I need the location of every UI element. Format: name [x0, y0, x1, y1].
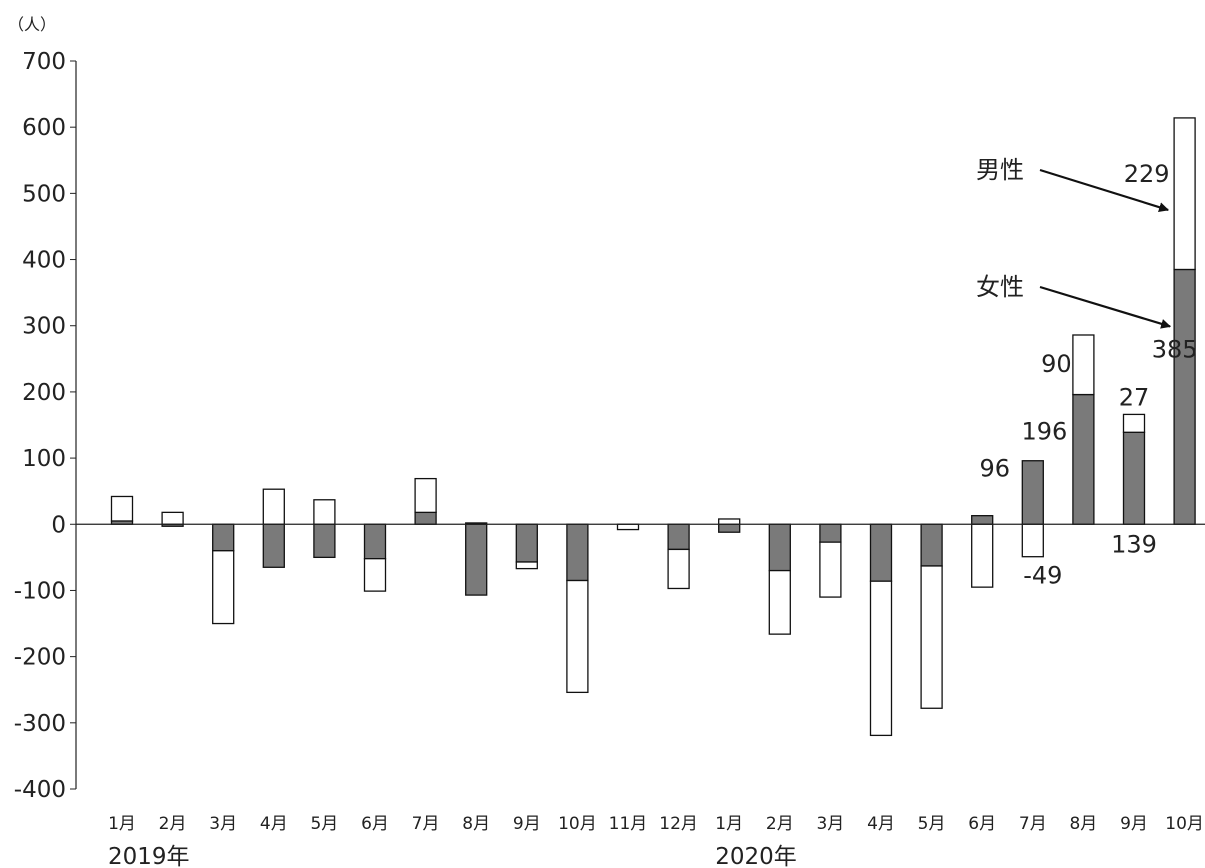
bar-female: [869, 523, 893, 582]
bar-female: [313, 523, 336, 559]
x-tick-label: 8月: [462, 814, 490, 834]
bar-female: [363, 523, 387, 560]
bar-male: [110, 495, 134, 522]
data-label: 139: [1111, 530, 1157, 558]
x-tick-label: 9月: [513, 814, 541, 834]
bar-male: [566, 579, 589, 694]
x-tick-label: 2月: [766, 814, 794, 834]
year-labels: 2019年 2020年: [108, 844, 797, 868]
x-tick-label: 12月: [659, 814, 698, 834]
data-label: 27: [1119, 383, 1150, 411]
bar-male: [1122, 413, 1146, 433]
x-tick-label: 7月: [1019, 814, 1047, 834]
y-tick-label: 400: [22, 248, 66, 274]
x-tick-label: 3月: [209, 814, 237, 834]
bar-female: [262, 523, 285, 568]
bar-female: [971, 515, 994, 525]
bar-male: [971, 523, 994, 588]
data-label: -49: [1023, 562, 1062, 590]
bar-female: [1021, 460, 1044, 525]
y-tick-label: 300: [22, 314, 66, 340]
bar-female: [718, 523, 741, 533]
bar-male: [768, 569, 791, 635]
bar-female: [920, 523, 943, 567]
annotation-label: 女性: [976, 273, 1024, 301]
x-tick-label: 4月: [260, 814, 288, 834]
x-tick-label: 2月: [159, 814, 187, 834]
x-tick-label: 6月: [361, 814, 389, 834]
bar-female: [819, 523, 842, 543]
bar-female: [414, 511, 437, 525]
data-label: 229: [1124, 160, 1170, 188]
y-tick-label: 200: [22, 380, 66, 406]
y-tick-label: -300: [14, 711, 66, 737]
bar-male: [313, 499, 336, 525]
bar-female: [566, 523, 589, 582]
y-tick-label: 100: [22, 446, 66, 472]
y-tick-label: 500: [22, 181, 66, 207]
data-label: 196: [1021, 418, 1067, 446]
x-tick-label: 7月: [412, 814, 440, 834]
bar-female: [465, 523, 488, 596]
x-tick-label: 10月: [1165, 814, 1204, 834]
year-label: 2019年: [108, 844, 190, 868]
bar-male: [212, 550, 235, 625]
bar-male: [667, 548, 690, 590]
y-tick-label: -200: [14, 645, 66, 671]
x-tick-label: 5月: [310, 814, 338, 834]
data-label: 385: [1152, 335, 1198, 363]
bar-female: [768, 523, 791, 572]
data-label: 96: [980, 455, 1011, 483]
x-tick-label: 3月: [816, 814, 844, 834]
annotation-arrow: [1039, 168, 1170, 213]
y-tick-label: -400: [14, 777, 66, 803]
bar-female: [1072, 393, 1095, 525]
data-label: 90: [1041, 350, 1072, 378]
bar-series: [110, 117, 1196, 737]
bar-male: [161, 511, 184, 525]
x-tick-label: 11月: [609, 814, 648, 834]
y-tick-label: 0: [51, 512, 66, 538]
x-tick-label: 9月: [1120, 814, 1148, 834]
y-axis: 700 600 500 400 300 200 100 0 -100 -200 -300 -400: [14, 49, 76, 803]
bar-male: [819, 541, 842, 598]
x-tick-label: 8月: [1069, 814, 1097, 834]
bar-male: [363, 558, 387, 592]
bar-female: [212, 523, 235, 552]
x-tick-label: 6月: [968, 814, 996, 834]
bar-male: [1173, 117, 1196, 271]
y-tick-label: 600: [22, 115, 66, 141]
x-tick-label: 10月: [558, 814, 597, 834]
bar-male: [262, 488, 285, 525]
bar-male: [920, 565, 943, 709]
annotation-label: 男性: [976, 156, 1024, 184]
bar-male: [869, 580, 893, 737]
x-tick-label: 4月: [867, 814, 895, 834]
year-label: 2020年: [715, 844, 797, 868]
x-tick-label: 5月: [918, 814, 946, 834]
x-axis: 1月 2月 3月 4月 5月 6月 7月 8月 9月 10月 11月 12月 1月 2月 3月 4月 5月 6月 7…: [108, 814, 1204, 834]
bar-male: [616, 523, 640, 531]
bar-female: [1122, 431, 1146, 525]
y-tick-label: -100: [14, 578, 66, 604]
bar-female: [667, 523, 690, 551]
y-unit-label: （人）: [8, 15, 56, 34]
bar-male: [1072, 334, 1095, 396]
bar-female: [1173, 268, 1196, 525]
bar-male: [718, 518, 741, 525]
x-tick-label: 1月: [715, 814, 743, 834]
bar-male: [1021, 523, 1044, 558]
annotation-arrow: [1039, 285, 1172, 329]
y-tick-label: 700: [22, 49, 66, 75]
bar-male: [515, 561, 538, 570]
bar-female: [515, 523, 538, 563]
x-tick-label: 1月: [108, 814, 136, 834]
bar-male: [414, 477, 437, 514]
